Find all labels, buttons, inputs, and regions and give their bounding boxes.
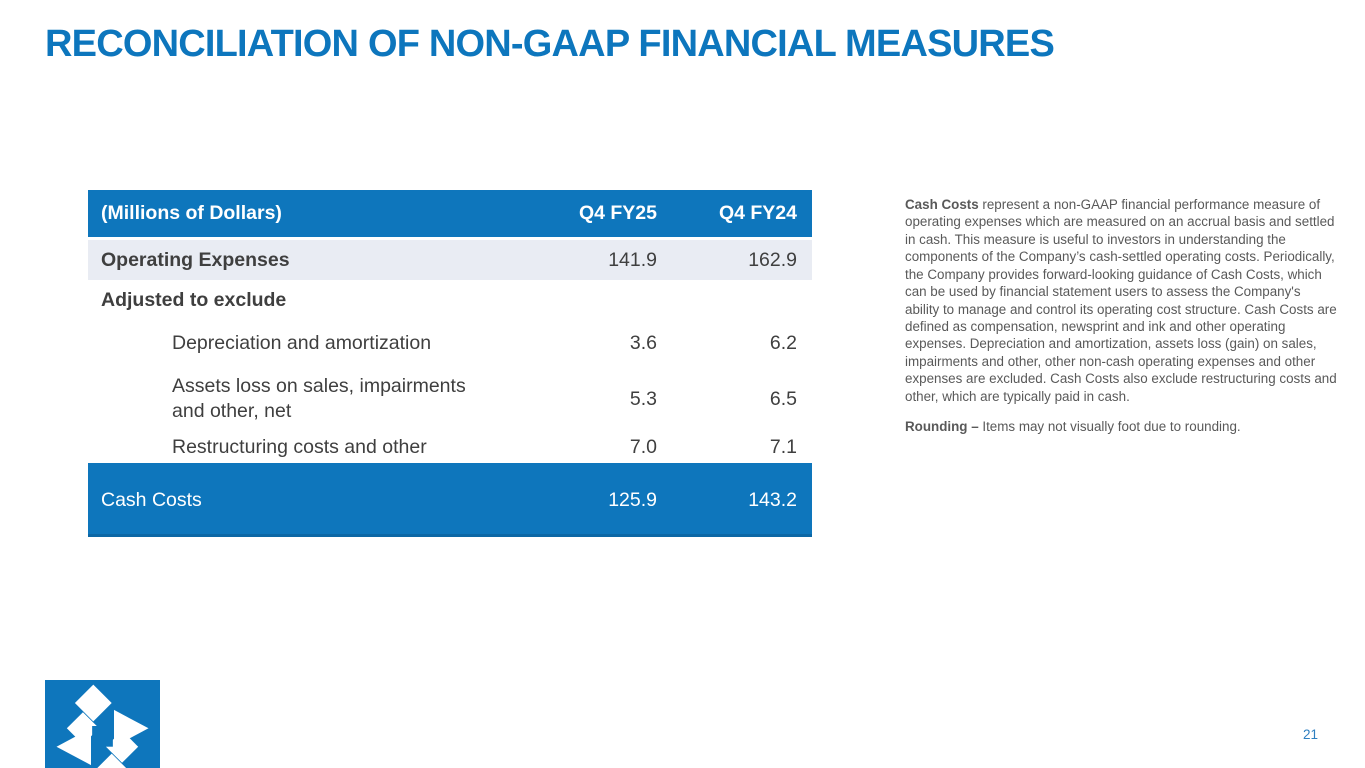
row-label: Depreciation and amortization	[172, 332, 432, 354]
table-row-restructuring-costs: Restructuring costs and other 7.0 7.1	[88, 431, 812, 463]
company-logo-icon	[45, 680, 160, 768]
table-header-unit-label: (Millions of Dollars)	[101, 202, 282, 224]
row-value-q4fy25: 5.3	[629, 387, 657, 410]
row-value-q4fy25: 3.6	[629, 332, 657, 354]
row-label: Assets loss on sales, impairments and ot…	[88, 374, 508, 425]
row-label: Cash Costs	[101, 488, 202, 511]
cash-costs-definition-note: Cash Costs represent a non-GAAP financia…	[905, 196, 1338, 405]
row-value-q4fy24: 6.5	[769, 387, 797, 410]
row-label-text: Assets loss on sales, impairments and ot…	[172, 374, 466, 422]
table-row-adjusted-to-exclude: Adjusted to exclude	[88, 280, 812, 320]
table-row-cash-costs-total: Cash Costs 125.9 143.2	[88, 463, 812, 537]
page-number: 21	[1303, 727, 1319, 742]
row-value-q4fy25: 125.9	[608, 488, 657, 511]
table-row-depreciation-amortization: Depreciation and amortization 3.6 6.2	[88, 320, 812, 367]
table-row-assets-loss: Assets loss on sales, impairments and ot…	[88, 367, 812, 431]
company-logo	[45, 680, 160, 768]
table-row-operating-expenses: Operating Expenses 141.9 162.9	[88, 240, 812, 280]
row-value-q4fy25: 141.9	[608, 248, 657, 271]
rounding-note-lead: Rounding –	[905, 419, 979, 435]
table-header-q4fy25: Q4 FY25	[578, 202, 657, 224]
page-title: RECONCILIATION OF NON-GAAP FINANCIAL MEA…	[45, 23, 1055, 65]
row-value-q4fy24: 7.1	[769, 435, 797, 458]
row-label: Operating Expenses	[101, 248, 290, 271]
row-value-q4fy25: 7.0	[629, 435, 657, 458]
cash-costs-note-lead: Cash Costs	[905, 197, 979, 212]
cash-costs-note-body: represent a non-GAAP financial performan…	[905, 197, 1337, 404]
notes-block: Cash Costs represent a non-GAAP financia…	[905, 196, 1338, 448]
financial-table: (Millions of Dollars) Q4 FY25 Q4 FY24 Op…	[88, 190, 812, 537]
table-header-row: (Millions of Dollars) Q4 FY25 Q4 FY24	[88, 190, 812, 237]
row-label: Restructuring costs and other	[172, 435, 427, 458]
row-value-q4fy24: 162.9	[748, 248, 797, 271]
row-label: Adjusted to exclude	[101, 288, 287, 311]
row-value-q4fy24: 6.2	[769, 332, 797, 354]
rounding-note: Rounding – Items may not visually foot d…	[905, 418, 1338, 435]
row-value-q4fy24: 143.2	[748, 488, 797, 511]
rounding-note-body: Items may not visually foot due to round…	[978, 419, 1241, 435]
table-header-q4fy24: Q4 FY24	[718, 202, 797, 224]
table-row-divider	[88, 237, 812, 240]
